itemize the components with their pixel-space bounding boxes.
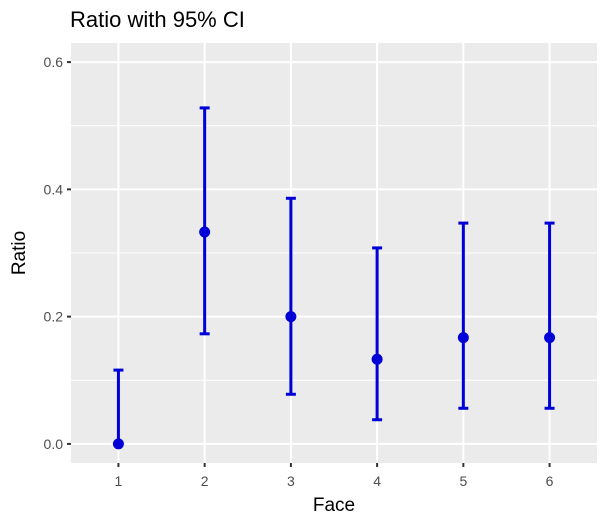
x-tick-label: 4 xyxy=(373,473,381,489)
x-axis-title: Face xyxy=(313,495,355,516)
x-axis: 1 2 3 4 5 6 xyxy=(115,463,554,489)
x-tick-label: 1 xyxy=(115,473,123,489)
x-tick-label: 2 xyxy=(201,473,209,489)
y-tick-label: 0.6 xyxy=(44,54,64,70)
error-bars xyxy=(113,106,555,446)
chart-title: Ratio with 95% CI xyxy=(70,7,245,32)
error-bar xyxy=(372,246,383,422)
y-tick-label: 0.2 xyxy=(44,309,64,325)
data-point xyxy=(544,332,556,344)
y-tick-label: 0.4 xyxy=(44,181,64,197)
y-axis: 0.0 0.2 0.4 0.6 xyxy=(44,54,71,452)
error-bar xyxy=(458,221,469,410)
x-tick-label: 5 xyxy=(459,473,467,489)
data-point xyxy=(112,438,124,450)
data-points xyxy=(112,226,556,450)
y-tick-label: 0.0 xyxy=(44,436,64,452)
error-bar xyxy=(199,106,210,336)
grid-minor xyxy=(71,125,597,381)
data-point xyxy=(457,332,469,344)
error-bar xyxy=(285,196,296,396)
y-axis-title: Ratio xyxy=(9,231,30,275)
x-tick-label: 6 xyxy=(546,473,554,489)
data-point xyxy=(199,226,211,238)
data-point xyxy=(371,353,383,365)
x-tick-label: 3 xyxy=(287,473,295,489)
data-point xyxy=(285,311,297,323)
error-bar xyxy=(544,221,555,410)
